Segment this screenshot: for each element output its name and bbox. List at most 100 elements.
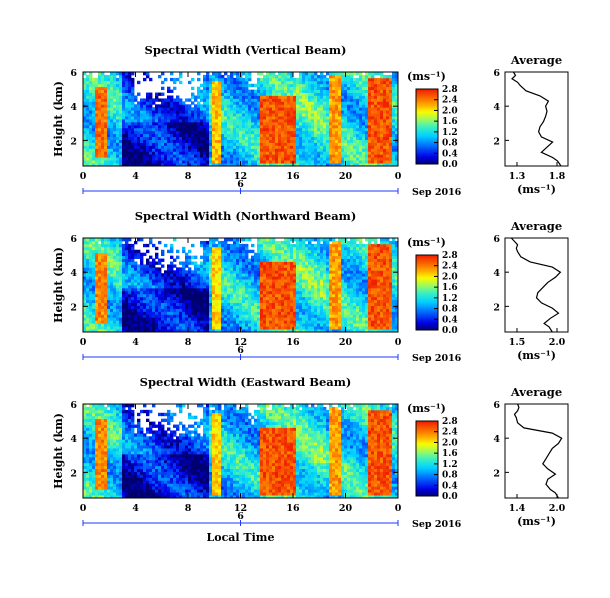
heatmap-cell xyxy=(251,163,255,167)
heatmap-cell xyxy=(320,130,324,135)
heatmap-cell xyxy=(137,296,141,301)
heatmap-cell xyxy=(335,151,339,155)
heatmap-cell xyxy=(278,151,282,155)
heatmap-cell xyxy=(317,104,321,108)
heatmap-cell xyxy=(245,136,249,140)
heatmap-cell xyxy=(170,119,174,123)
heatmap-cell xyxy=(110,273,114,277)
heatmap-cell xyxy=(386,163,390,167)
heatmap-cell xyxy=(104,302,108,306)
heatmap-cell xyxy=(86,264,90,268)
heatmap-cell xyxy=(209,267,213,271)
heatmap-cell xyxy=(191,142,195,146)
heatmap-cell xyxy=(332,119,336,123)
heatmap-cell xyxy=(155,110,159,114)
heatmap-cell xyxy=(131,86,135,91)
heatmap-cell xyxy=(128,252,132,257)
heatmap-cell xyxy=(95,299,99,304)
heatmap-cell xyxy=(179,326,183,330)
heatmap-cell xyxy=(104,305,108,309)
heatmap-cell xyxy=(224,113,228,117)
heatmap-cell xyxy=(386,104,390,108)
heatmap-cell xyxy=(290,110,294,114)
heatmap-cell xyxy=(164,98,168,102)
heatmap-cell xyxy=(122,282,126,286)
heatmap-cell xyxy=(272,145,276,149)
heatmap-cell xyxy=(395,110,399,114)
heatmap-cell xyxy=(89,119,93,123)
heatmap-cell xyxy=(248,238,252,242)
heatmap-cell xyxy=(344,151,348,155)
heatmap-cell xyxy=(377,77,381,82)
heatmap-cell xyxy=(146,107,150,111)
heatmap-cell xyxy=(113,133,117,138)
heatmap-cell xyxy=(188,255,192,259)
heatmap-cell xyxy=(149,264,153,268)
heatmap-cell xyxy=(245,305,249,309)
heatmap-cell xyxy=(374,80,378,85)
colorbar-segment xyxy=(416,136,438,139)
heatmap-cell xyxy=(242,314,246,318)
heatmap-cell xyxy=(221,148,225,152)
heatmap-cell xyxy=(185,252,189,257)
heatmap-cell xyxy=(236,80,240,85)
heatmap-cell xyxy=(125,314,129,318)
heatmap-cell xyxy=(371,154,375,158)
heatmap-cell xyxy=(392,77,396,82)
heatmap-cell xyxy=(308,104,312,108)
heatmap-cell xyxy=(113,329,117,333)
heatmap-cell xyxy=(296,86,300,91)
heatmap-cell xyxy=(95,264,99,268)
heatmap-cell xyxy=(296,160,300,164)
heatmap-cell xyxy=(224,139,228,143)
heatmap-cell xyxy=(131,299,135,304)
heatmap-cell xyxy=(236,124,240,129)
heatmap-cell xyxy=(227,83,231,88)
heatmap-cell xyxy=(221,136,225,140)
heatmap-cell xyxy=(239,130,243,135)
heatmap-cell xyxy=(239,116,243,120)
heatmap-cell xyxy=(152,127,156,132)
heatmap-cell xyxy=(125,261,129,265)
heatmap-cell xyxy=(230,119,234,123)
heatmap-cell xyxy=(131,151,135,155)
heatmap-cell xyxy=(194,142,198,146)
heatmap-cell xyxy=(287,145,291,149)
heatmap-cell xyxy=(302,80,306,85)
heatmap-cell xyxy=(104,145,108,149)
heatmap-cell xyxy=(296,80,300,85)
heatmap-cell xyxy=(92,80,96,85)
heatmap-cell xyxy=(110,296,114,301)
heatmap-cell xyxy=(320,145,324,149)
heatmap-cell xyxy=(314,157,318,161)
heatmap-cell xyxy=(395,101,399,105)
heatmap-cell xyxy=(257,142,261,146)
heatmap-cell xyxy=(161,285,165,289)
heatmap-cell xyxy=(143,299,147,304)
heatmap-cell xyxy=(104,323,108,327)
heatmap-cell xyxy=(383,157,387,161)
heatmap-cell xyxy=(233,249,237,254)
heatmap-cell xyxy=(230,279,234,283)
heatmap-cell xyxy=(92,323,96,327)
heatmap-cell xyxy=(305,136,309,140)
heatmap-cell xyxy=(185,151,189,155)
heatmap-cell xyxy=(287,130,291,135)
heatmap-cell xyxy=(188,299,192,304)
heatmap-cell xyxy=(233,119,237,123)
heatmap-cell xyxy=(383,136,387,140)
heatmap-cell xyxy=(89,305,93,309)
heatmap-cell xyxy=(257,279,261,283)
heatmap-cell xyxy=(149,104,153,108)
heatmap-cell xyxy=(320,133,324,138)
heatmap-cell xyxy=(86,86,90,91)
heatmap-cell xyxy=(395,98,399,102)
heatmap-cell xyxy=(137,107,141,111)
heatmap-cell xyxy=(89,276,93,280)
heatmap-cell xyxy=(191,136,195,140)
heatmap-cell xyxy=(341,92,345,96)
heatmap-cell xyxy=(119,238,123,242)
heatmap-cell xyxy=(146,287,150,292)
heatmap-cell xyxy=(188,104,192,108)
heatmap-cell xyxy=(125,116,129,120)
